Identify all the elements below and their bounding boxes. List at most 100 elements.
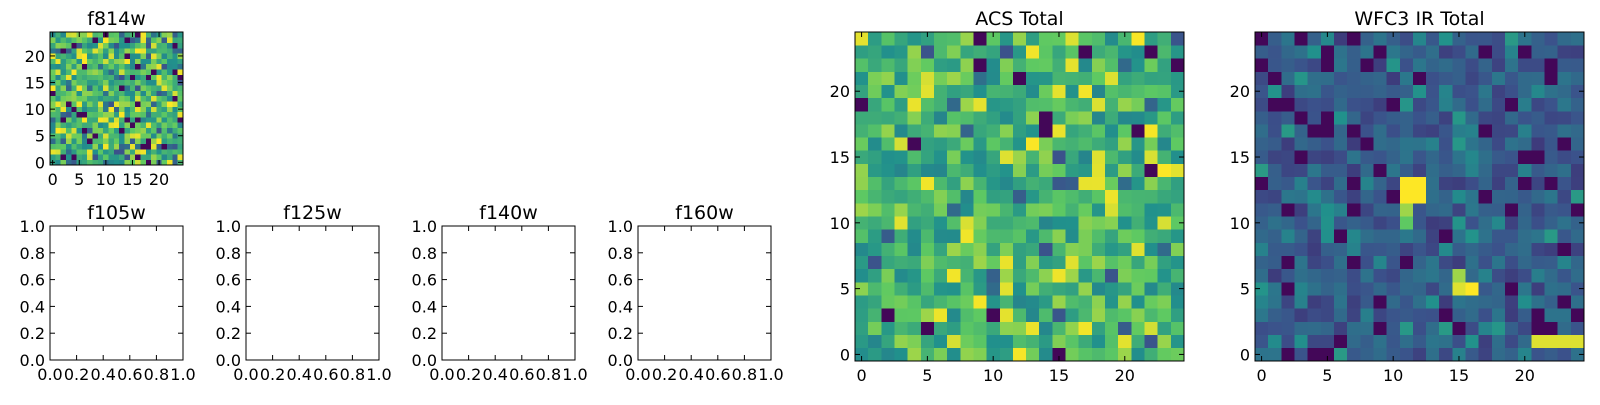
- heatmap-cell: [124, 138, 131, 145]
- heatmap-cell: [1386, 321, 1401, 335]
- heatmap-cell: [81, 74, 88, 81]
- heatmap-cell: [1157, 203, 1172, 217]
- heatmap-cell: [855, 321, 869, 335]
- heatmap-cell: [907, 321, 922, 335]
- heatmap-cell: [1268, 216, 1282, 230]
- heatmap-cell: [1347, 32, 1361, 46]
- heatmap-cell: [1268, 124, 1282, 138]
- heatmap-cell: [947, 32, 961, 46]
- heatmap-cell: [97, 53, 104, 59]
- x-tick-label: 0.0: [37, 365, 62, 384]
- heatmap-cell: [1452, 282, 1466, 296]
- heatmap-cell: [108, 37, 115, 43]
- heatmap-cell: [81, 42, 88, 49]
- heatmap-cell: [124, 143, 131, 150]
- heatmap-cell: [1518, 295, 1532, 309]
- heatmap-cell: [1105, 110, 1119, 125]
- heatmap-cell: [1118, 282, 1132, 296]
- heatmap-cell: [129, 138, 136, 145]
- heatmap-cell: [1105, 255, 1119, 270]
- heatmap-cell: [933, 321, 948, 335]
- heatmap-cell: [97, 138, 104, 145]
- heatmap-cell: [1131, 282, 1145, 296]
- heatmap-cell: [1131, 189, 1145, 204]
- heatmap-cell: [1294, 268, 1308, 283]
- heatmap-cell: [113, 47, 120, 54]
- heatmap-cell: [1426, 110, 1440, 125]
- heatmap-cell: [1360, 268, 1374, 283]
- heatmap-cell: [124, 101, 131, 107]
- heatmap-cell: [81, 95, 88, 102]
- heatmap-cell: [1078, 347, 1093, 362]
- x-tick-label: 15: [1449, 366, 1469, 385]
- heatmap-cell: [933, 58, 948, 72]
- heatmap-cell: [1478, 189, 1493, 204]
- heatmap-cell: [129, 47, 136, 54]
- heatmap-cell: [1144, 242, 1158, 257]
- heatmap-cell: [172, 101, 178, 107]
- y-tick-label: 15: [1230, 148, 1250, 167]
- x-tick-label: 0.0: [233, 365, 258, 384]
- heatmap-cell: [135, 32, 141, 38]
- heatmap-cell: [1105, 137, 1119, 151]
- heatmap-cell: [1570, 229, 1585, 243]
- heatmap-cell: [1320, 84, 1335, 99]
- heatmap-cell: [92, 79, 99, 86]
- heatmap-cell: [167, 138, 173, 145]
- heatmap-cell: [1452, 216, 1466, 230]
- heatmap-cell: [1399, 58, 1414, 72]
- heatmap-cell: [1505, 150, 1519, 164]
- heatmap-cell: [986, 84, 1001, 99]
- heatmap-cell: [81, 32, 88, 38]
- heatmap-cell: [881, 84, 895, 99]
- heatmap-cell: [172, 138, 178, 145]
- heatmap-cell: [1439, 189, 1453, 204]
- heatmap-cell: [1518, 189, 1532, 204]
- heatmap-cell: [1157, 150, 1172, 164]
- heatmap-cell: [76, 101, 83, 107]
- heatmap-cell: [55, 69, 61, 75]
- x-tick-label: 0.2: [652, 365, 677, 384]
- heatmap-cell: [167, 74, 173, 81]
- heatmap-cell: [1557, 189, 1572, 204]
- heatmap-cell: [1170, 242, 1185, 257]
- heatmap-cell: [108, 117, 115, 123]
- heatmap-cell: [868, 203, 882, 217]
- heatmap-cell: [1170, 45, 1185, 59]
- heatmap-cell: [947, 308, 961, 322]
- heatmap-cell: [1157, 84, 1172, 99]
- heatmap-cell: [933, 124, 948, 138]
- heatmap-cell: [145, 90, 152, 97]
- heatmap-cell: [1491, 137, 1506, 151]
- heatmap-cell: [140, 154, 147, 160]
- heatmap-cell: [1347, 347, 1361, 362]
- heatmap-cell: [1065, 216, 1080, 230]
- heatmap-cell: [1268, 255, 1282, 270]
- heatmap-cell: [1281, 84, 1295, 99]
- heatmap-cell: [999, 45, 1014, 59]
- heatmap-cell: [1360, 308, 1374, 322]
- heatmap-cell: [1478, 347, 1493, 362]
- heatmap-cell: [868, 189, 882, 204]
- heatmap-cell: [1570, 255, 1585, 270]
- heatmap-cell: [986, 71, 1001, 85]
- heatmap-cell: [1157, 334, 1172, 349]
- y-tick-label: 0.0: [216, 351, 241, 370]
- heatmap-cell: [1505, 45, 1519, 59]
- heatmap-cell: [1170, 163, 1185, 178]
- heatmap-cell: [1281, 347, 1295, 362]
- heatmap-cell: [1118, 150, 1132, 164]
- heatmap-cell: [103, 127, 109, 134]
- heatmap-cell: [97, 47, 104, 54]
- heatmap-cell: [1557, 32, 1572, 46]
- heatmap-cell: [172, 85, 178, 91]
- y-tick-label: 0.6: [608, 271, 633, 290]
- heatmap-cell: [1439, 321, 1453, 335]
- heatmap-cell: [161, 53, 168, 59]
- heatmap-cell: [1426, 163, 1440, 178]
- heatmap-cell: [1065, 137, 1080, 151]
- heatmap-cell: [145, 127, 152, 134]
- heatmap-cell: [60, 143, 67, 150]
- heatmap-cell: [1465, 295, 1480, 309]
- heatmap-cell: [1012, 282, 1027, 296]
